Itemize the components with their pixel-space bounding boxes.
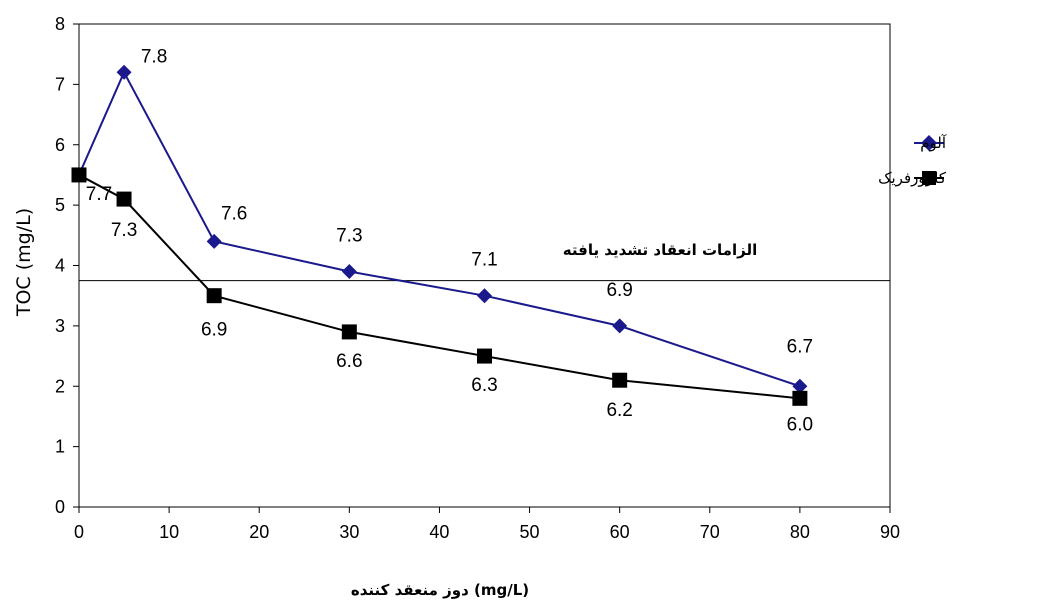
y-tick-label: 4 bbox=[55, 256, 65, 276]
data-label-ferric: 6.2 bbox=[606, 400, 632, 421]
y-tick-label: 6 bbox=[55, 135, 65, 155]
data-label-alum: 7.3 bbox=[336, 226, 362, 247]
x-axis-label: (mg/L) دوز منعقد کننده bbox=[351, 581, 529, 599]
legend-label-alum: آلوم bbox=[920, 134, 947, 152]
y-tick-label: 8 bbox=[55, 14, 65, 34]
legend-marker-alum bbox=[921, 135, 937, 151]
x-tick-label: 10 bbox=[159, 522, 179, 542]
x-tick-label: 20 bbox=[249, 522, 269, 542]
data-point-ferric bbox=[71, 167, 87, 183]
data-label-alum: 6.9 bbox=[606, 280, 632, 301]
legend-label-ferric: کلرورفریک bbox=[878, 169, 947, 187]
data-label-ferric: 6.9 bbox=[201, 320, 227, 341]
data-point-ferric bbox=[341, 324, 357, 340]
y-tick-label: 3 bbox=[55, 316, 65, 336]
data-label-alum: 6.7 bbox=[787, 336, 813, 357]
data-point-ferric bbox=[612, 372, 628, 388]
data-point-ferric bbox=[206, 288, 222, 304]
x-tick-label: 0 bbox=[74, 522, 84, 542]
legend-marker-ferric bbox=[922, 171, 936, 185]
reference-line-label: الزامات انعقاد تشدید یافته bbox=[563, 241, 757, 259]
x-tick-label: 60 bbox=[610, 522, 630, 542]
data-point-alum bbox=[341, 264, 357, 280]
x-tick-label: 40 bbox=[429, 522, 449, 542]
y-axis-label: TOC (mg/L) bbox=[13, 208, 35, 317]
x-tick-label: 70 bbox=[700, 522, 720, 542]
legend: آلوم کلرورفریک bbox=[878, 134, 947, 187]
data-point-ferric bbox=[477, 348, 492, 364]
x-tick-label: 90 bbox=[880, 522, 900, 542]
x-tick-label: 30 bbox=[339, 522, 359, 542]
y-tick-label: 2 bbox=[55, 376, 65, 396]
data-label-alum: 7.6 bbox=[221, 203, 247, 224]
x-tick-label: 50 bbox=[520, 522, 540, 542]
data-point-alum bbox=[477, 288, 492, 304]
data-label-ferric: 6.0 bbox=[787, 414, 813, 435]
y-tick-label: 5 bbox=[55, 195, 65, 215]
x-tick-label: 80 bbox=[790, 522, 810, 542]
data-label-alum: 7.8 bbox=[141, 46, 167, 67]
data-label-ferric: 7.3 bbox=[111, 220, 137, 241]
data-point-alum bbox=[116, 64, 132, 80]
data-label-alum: 7.7 bbox=[86, 184, 112, 205]
y-tick-label: 7 bbox=[55, 74, 65, 94]
data-label-alum: 7.1 bbox=[471, 250, 497, 271]
data-point-ferric bbox=[116, 191, 132, 207]
data-label-ferric: 6.3 bbox=[471, 375, 497, 396]
data-point-alum bbox=[206, 233, 222, 249]
y-tick-label: 1 bbox=[55, 437, 65, 457]
data-point-alum bbox=[612, 318, 628, 334]
series-line-alum bbox=[78, 70, 801, 388]
series-group: 7.7 7.8 7.6 7.3 7.1 6.9 6.7 7.3 6.9 6.6 6.3 6.2 6.0 bbox=[71, 46, 813, 435]
data-point-alum bbox=[792, 378, 808, 394]
data-point-ferric bbox=[792, 390, 808, 406]
data-label-ferric: 6.6 bbox=[336, 351, 362, 372]
y-tick-label: 0 bbox=[55, 497, 65, 517]
